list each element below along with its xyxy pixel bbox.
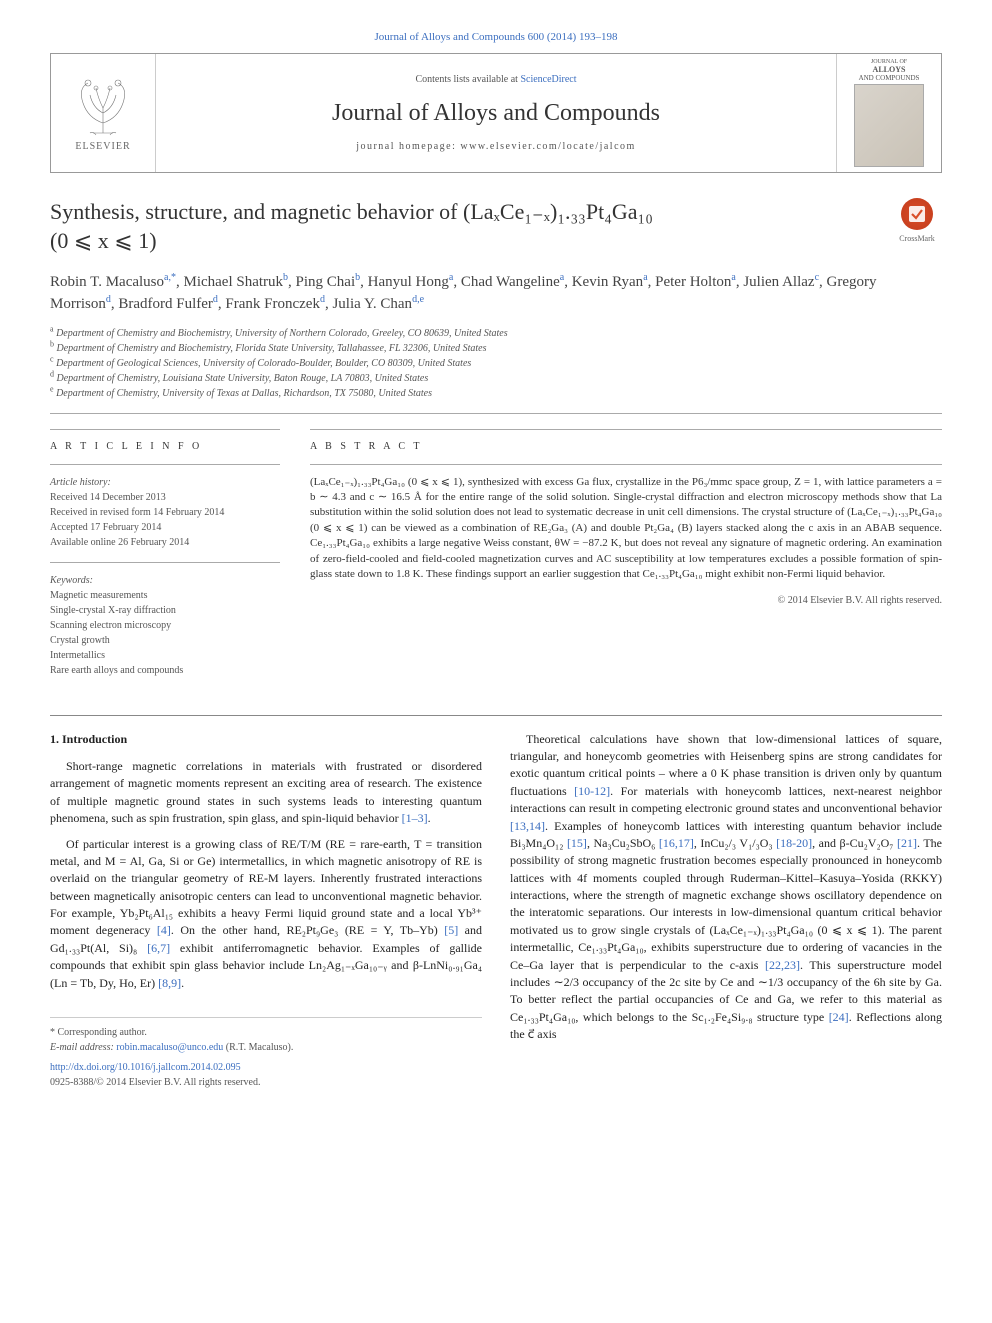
journal-name: Journal of Alloys and Compounds (332, 97, 660, 131)
cover-label-2: AND COMPOUNDS (859, 75, 920, 83)
issn-copyright-line: 0925-8388/© 2014 Elsevier B.V. All right… (50, 1076, 482, 1091)
email-suffix: (R.T. Macaluso). (223, 1042, 293, 1053)
keyword-line: Single-crystal X-ray diffraction (50, 605, 176, 616)
homepage-prefix: journal homepage: (356, 141, 460, 152)
affiliations-list: a Department of Chemistry and Biochemist… (50, 326, 942, 401)
ref-link[interactable]: [6,7] (147, 941, 170, 955)
ref-link[interactable]: [15] (567, 836, 587, 850)
affiliation-line: d Department of Chemistry, Louisiana Sta… (50, 371, 942, 386)
title-row: Synthesis, structure, and magnetic behav… (50, 198, 942, 255)
abstract-rule (310, 464, 942, 465)
ref-link[interactable]: [5] (444, 923, 458, 937)
abstract-copyright: © 2014 Elsevier B.V. All rights reserved… (310, 594, 942, 608)
ref-link[interactable]: [18-20] (776, 836, 812, 850)
corresponding-label: * Corresponding author. (50, 1026, 482, 1041)
abstract-top-rule (310, 429, 942, 430)
rule-above-body (50, 715, 942, 716)
header-center: Contents lists available at ScienceDirec… (156, 54, 836, 172)
contents-prefix: Contents lists available at (415, 74, 520, 85)
article-info-heading: A R T I C L E I N F O (50, 440, 280, 454)
info-abstract-row: A R T I C L E I N F O Article history: R… (50, 429, 942, 690)
article-history-block: Article history: Received 14 December 20… (50, 475, 280, 550)
ref-link[interactable]: [24] (829, 1010, 849, 1024)
keyword-line: Scanning electron microscopy (50, 620, 171, 631)
journal-header: ELSEVIER Contents lists available at Sci… (50, 53, 942, 173)
contents-available-line: Contents lists available at ScienceDirec… (415, 73, 576, 87)
rule-above-info (50, 413, 942, 414)
ref-link[interactable]: [4] (157, 923, 171, 937)
affiliation-line: b Department of Chemistry and Biochemist… (50, 341, 942, 356)
email-link[interactable]: robin.macaluso@unco.edu (116, 1042, 223, 1053)
keywords-block: Keywords: Magnetic measurements Single-cr… (50, 573, 280, 678)
homepage-url[interactable]: www.elsevier.com/locate/jalcom (460, 141, 635, 152)
ref-link[interactable]: [1–3] (402, 811, 428, 825)
keyword-line: Intermetallics (50, 650, 105, 661)
journal-cover-thumb (854, 84, 924, 167)
crossmark-icon (901, 198, 933, 230)
doi-link[interactable]: http://dx.doi.org/10.1016/j.jallcom.2014… (50, 1061, 482, 1076)
keyword-line: Rare earth alloys and compounds (50, 665, 183, 676)
crossmark-badge[interactable]: CrossMark (892, 198, 942, 248)
article-info-column: A R T I C L E I N F O Article history: R… (50, 429, 280, 690)
intro-heading: 1. Introduction (50, 731, 482, 748)
keywords-label: Keywords: (50, 575, 93, 586)
corresponding-author-footer: * Corresponding author. E-mail address: … (50, 1017, 482, 1090)
title-line-1: Synthesis, structure, and magnetic behav… (50, 199, 653, 224)
history-line: Available online 26 February 2014 (50, 537, 189, 548)
intro-paragraph-2: Of particular interest is a growing clas… (50, 836, 482, 993)
abstract-text: (LaₓCe₁₋ₓ)₁.₃₃Pt₄Ga₁₀ (0 ⩽ x ⩽ 1), synth… (310, 475, 942, 583)
ref-link[interactable]: [22,23] (765, 958, 800, 972)
ref-link[interactable]: [16,17] (659, 836, 694, 850)
ref-link[interactable]: [8,9] (158, 976, 181, 990)
body-column-right: Theoretical calculations have shown that… (510, 731, 942, 1090)
paper-title: Synthesis, structure, and magnetic behav… (50, 198, 872, 255)
author-list: Robin T. Macalusoa,*, Michael Shatrukb, … (50, 271, 942, 316)
history-line: Received 14 December 2013 (50, 492, 166, 503)
sciencedirect-link[interactable]: ScienceDirect (520, 74, 576, 85)
ref-link[interactable]: [13,14] (510, 819, 545, 833)
title-line-2: (0 ⩽ x ⩽ 1) (50, 228, 157, 253)
journal-homepage-line: journal homepage: www.elsevier.com/locat… (356, 140, 636, 154)
affiliation-line: a Department of Chemistry and Biochemist… (50, 326, 942, 341)
elsevier-tree-icon (68, 73, 138, 138)
intro-paragraph-1: Short-range magnetic correlations in mat… (50, 758, 482, 828)
history-line: Received in revised form 14 February 201… (50, 507, 224, 518)
body-column-left: 1. Introduction Short-range magnetic cor… (50, 731, 482, 1090)
intro-paragraph-3: Theoretical calculations have shown that… (510, 731, 942, 1044)
affiliation-line: c Department of Geological Sciences, Uni… (50, 356, 942, 371)
info-top-rule (50, 429, 280, 430)
elsevier-text: ELSEVIER (75, 140, 130, 154)
ref-link[interactable]: [21] (897, 836, 917, 850)
crossmark-label: CrossMark (899, 233, 935, 244)
email-line: E-mail address: robin.macaluso@unco.edu … (50, 1041, 482, 1056)
top-citation-link[interactable]: Journal of Alloys and Compounds 600 (201… (50, 30, 942, 45)
email-label: E-mail address: (50, 1042, 116, 1053)
abstract-column: A B S T R A C T (LaₓCe₁₋ₓ)₁.₃₃Pt₄Ga₁₀ (0… (310, 429, 942, 690)
info-rule-2 (50, 562, 280, 563)
info-rule-1 (50, 464, 280, 465)
history-line: Accepted 17 February 2014 (50, 522, 161, 533)
history-label: Article history: (50, 477, 111, 488)
keyword-line: Crystal growth (50, 635, 110, 646)
ref-link[interactable]: [10-12] (574, 784, 610, 798)
keyword-line: Magnetic measurements (50, 590, 147, 601)
cover-label: JOURNAL OF ALLOYS AND COMPOUNDS (859, 59, 920, 82)
body-columns: 1. Introduction Short-range magnetic cor… (50, 731, 942, 1090)
affiliation-line: e Department of Chemistry, University of… (50, 386, 942, 401)
journal-cover-cell: JOURNAL OF ALLOYS AND COMPOUNDS (836, 54, 941, 172)
publisher-logo-cell: ELSEVIER (51, 54, 156, 172)
abstract-heading: A B S T R A C T (310, 440, 942, 454)
